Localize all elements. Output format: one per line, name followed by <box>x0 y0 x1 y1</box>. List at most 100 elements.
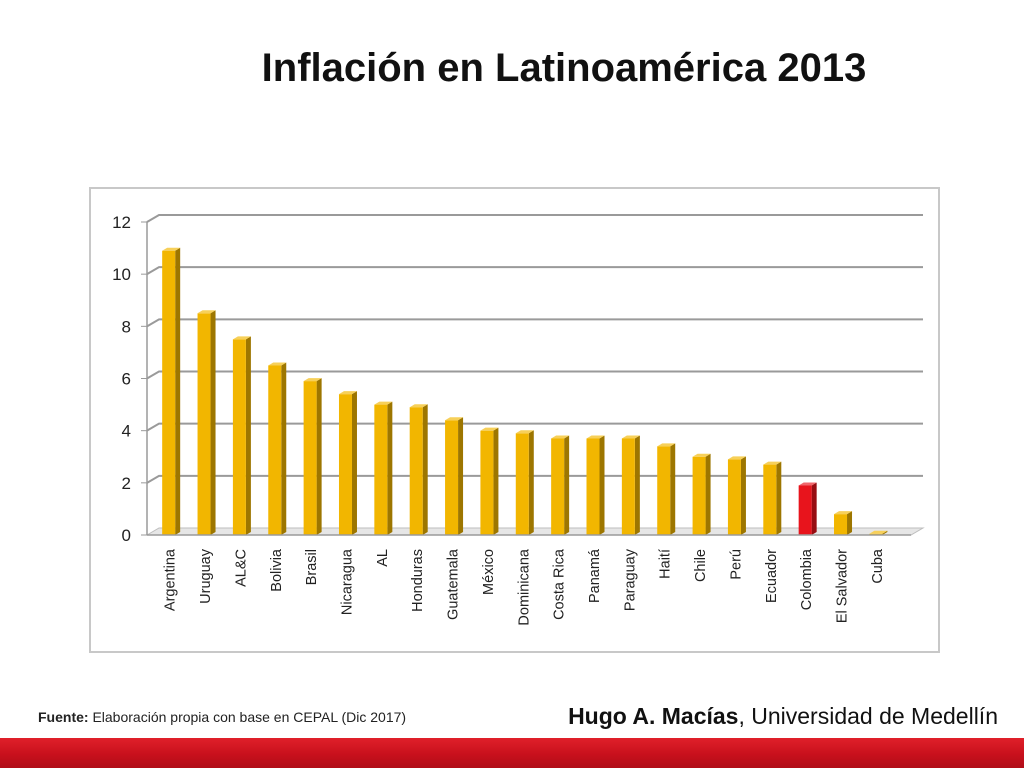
gridline <box>146 318 923 328</box>
y-axis <box>146 214 160 535</box>
gridline <box>146 266 923 276</box>
bar-top <box>621 435 640 439</box>
bar-top <box>798 482 817 486</box>
bar-front <box>586 438 600 535</box>
chart-frame: 0 2 4 6 8 10 12 Argentina Uruguay AL&C Bolivia Bras… <box>89 187 940 653</box>
x-tick-label: Uruguay <box>198 548 214 604</box>
bar <box>798 482 817 535</box>
bar <box>834 511 853 535</box>
bar-side <box>493 427 499 535</box>
x-tick-label: Haití <box>658 549 674 579</box>
bar <box>374 401 393 535</box>
author-credit: Hugo A. Macías, Universidad de Medellín <box>568 703 998 730</box>
gridline <box>146 370 923 380</box>
x-tick-label: Paraguay <box>622 548 638 611</box>
bar-top <box>692 453 711 457</box>
x-tick-label: Panamá <box>587 548 603 603</box>
bar-front <box>834 514 848 535</box>
bar-top <box>480 427 499 431</box>
bar-top <box>338 391 357 395</box>
footer-bar <box>0 738 1024 768</box>
bar-top <box>727 456 746 460</box>
bar-top <box>551 435 570 439</box>
y-tick-label: 4 <box>122 422 131 441</box>
bar-front <box>727 459 741 535</box>
x-tick-label: Perú <box>728 549 744 580</box>
bar-side <box>245 336 251 535</box>
bar <box>551 435 570 535</box>
y-tick-label: 0 <box>122 526 131 545</box>
x-tick-label: Chile <box>693 549 709 582</box>
bar-front <box>232 339 246 535</box>
bar <box>162 247 181 536</box>
bar <box>303 378 322 535</box>
source-note: Fuente: Elaboración propia con base en C… <box>38 709 406 725</box>
gridline <box>146 422 923 432</box>
bar-front <box>515 433 529 535</box>
bar-side <box>740 456 746 535</box>
author-name: Hugo A. Macías <box>568 703 739 729</box>
bar-top <box>232 336 251 340</box>
bar-top <box>268 362 287 366</box>
bar-side <box>634 435 640 535</box>
bar-front <box>409 407 423 535</box>
bar-top <box>197 310 216 314</box>
bar-side <box>351 391 357 535</box>
x-tick-label: Argentina <box>163 548 179 611</box>
bar-top <box>374 401 393 405</box>
bar-front <box>692 456 706 535</box>
x-tick-label: Costa Rica <box>552 548 568 620</box>
y-tick-label: 8 <box>122 317 131 336</box>
x-tick-label: México <box>481 549 497 595</box>
bar <box>657 443 676 535</box>
bar <box>515 430 534 535</box>
bar <box>586 435 605 535</box>
y-tick-label: 2 <box>122 474 131 493</box>
x-tick-label: Nicaragua <box>339 548 355 615</box>
gridline <box>146 214 923 223</box>
bar-top <box>657 443 676 447</box>
x-tick-label: Bolivia <box>269 548 285 592</box>
y-tick-label: 6 <box>122 370 131 389</box>
bar <box>338 391 357 535</box>
bar-top <box>869 530 888 534</box>
bar-top <box>303 378 322 382</box>
bars <box>162 247 888 536</box>
bar-front <box>374 404 388 535</box>
x-tick-label: Ecuador <box>764 549 780 603</box>
bar-side <box>670 443 676 535</box>
y-tick-label: 12 <box>112 213 131 232</box>
x-tick-label: Guatemala <box>446 548 462 620</box>
bar-top <box>409 404 428 408</box>
bar-side <box>811 482 817 535</box>
bar-side <box>776 461 782 535</box>
bar-top <box>763 461 782 465</box>
bar-side <box>705 453 711 535</box>
bar-front <box>657 446 671 535</box>
bar-front <box>621 438 635 535</box>
bar-side <box>564 435 570 535</box>
x-tick-label: El Salvador <box>835 549 851 623</box>
y-tick-label: 10 <box>112 265 131 284</box>
bar-side <box>847 511 853 535</box>
bar-top <box>834 511 853 515</box>
bar-top <box>445 417 464 421</box>
source-label: Fuente: <box>38 709 89 725</box>
bar-front <box>162 250 176 536</box>
bar <box>480 427 499 535</box>
bar <box>445 417 464 535</box>
bar <box>409 404 428 535</box>
bar-front <box>445 420 459 535</box>
bar-front <box>551 438 565 535</box>
bar-front <box>798 485 812 535</box>
x-tick-label: AL <box>375 549 391 567</box>
bar-side <box>422 404 428 535</box>
x-tick-label: AL&C <box>233 549 249 587</box>
bar-front <box>480 430 494 535</box>
bar-top <box>515 430 534 434</box>
x-tick-label: Colombia <box>799 548 815 610</box>
bar-front <box>338 394 352 535</box>
bar-front <box>763 464 777 535</box>
bar-side <box>210 310 216 535</box>
x-tick-label: Brasil <box>304 549 320 585</box>
